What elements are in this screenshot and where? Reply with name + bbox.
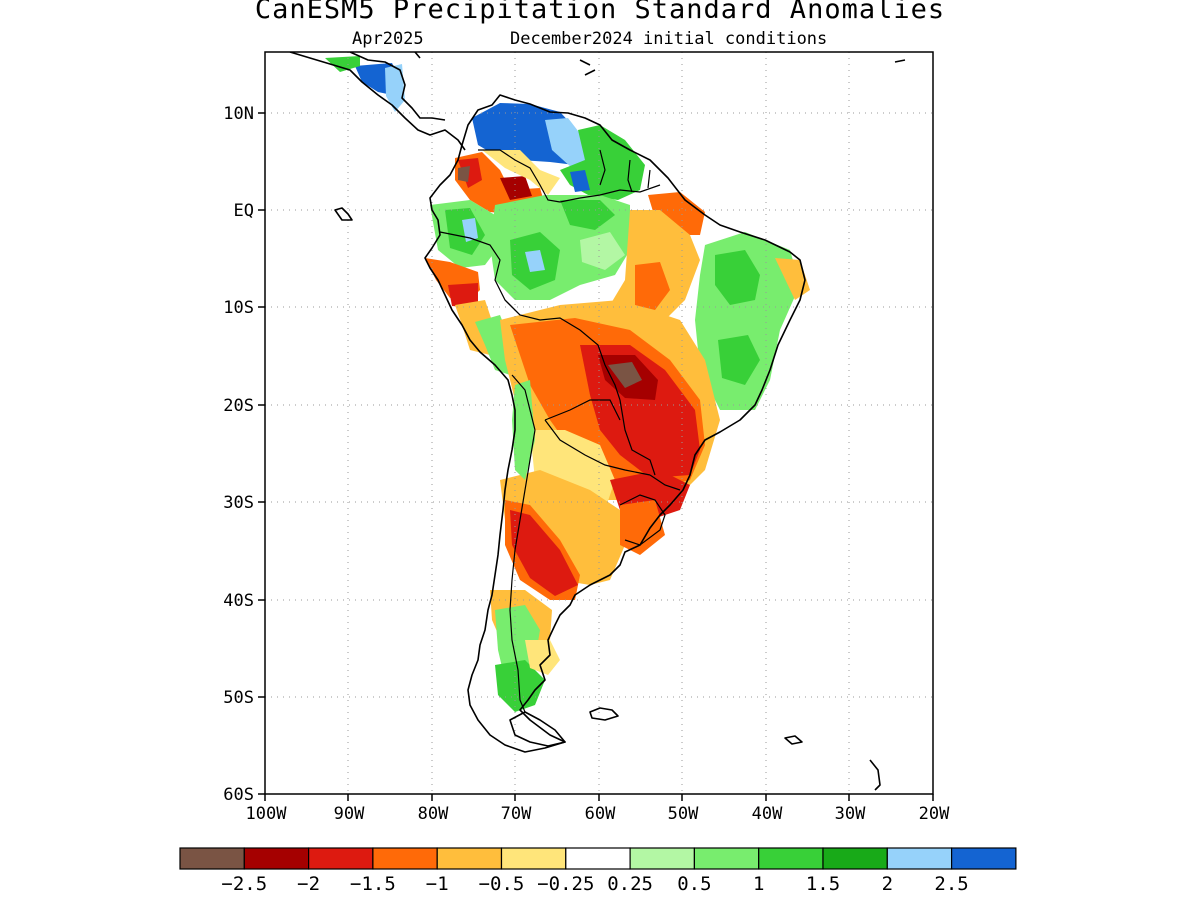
shade-green-central-america <box>325 56 360 72</box>
lon-label-20w: 20W <box>919 804 950 824</box>
colorbar-label-6: 0.25 <box>607 873 653 895</box>
colorbar-label-0: −2.5 <box>221 873 267 895</box>
border-paraguay-argentina <box>544 419 651 476</box>
shade-orange-argentina <box>500 470 625 585</box>
shade-red-peru-coast <box>448 283 478 308</box>
forecast-month: Apr2025 <box>352 29 424 49</box>
colorbar-label-8: 1 <box>753 873 764 895</box>
lon-label-30w: 30W <box>835 804 866 824</box>
coastline-atlantic-islands <box>869 59 906 791</box>
colorbar-swatch-8 <box>693 847 760 870</box>
colorbar-swatch-5 <box>500 847 567 870</box>
longitude-labels: 100W 90W 80W 70W 60W 50W 40W 30W 20W <box>246 804 951 824</box>
lon-label-90w: 90W <box>334 804 365 824</box>
tick-marks <box>258 112 934 801</box>
colorbar-label-4: −0.5 <box>479 873 525 895</box>
anomaly-shading <box>325 56 810 712</box>
border-paraguay-brazil <box>619 399 656 476</box>
colorbar-label-3: −1 <box>426 873 449 895</box>
colorbar-swatch-4 <box>436 847 503 870</box>
lat-label-20s: 20S <box>223 396 254 416</box>
colorbar-label-10: 2 <box>882 873 893 895</box>
shade-lightblue-ecuador <box>462 218 478 242</box>
map-title: CanESM5 Precipitation Standard Anomalies <box>254 0 946 25</box>
coastline-central-america <box>289 52 466 151</box>
shade-brown-colombia <box>458 166 470 182</box>
lat-label-30s: 30S <box>223 493 254 513</box>
border-peru-brazil-bolivia <box>504 299 621 401</box>
colorbar-label-2: −1.5 <box>350 873 396 895</box>
coastline-south-america <box>424 94 806 753</box>
coastline-south-georgia <box>784 735 803 745</box>
shade-yellow-south-patagonia <box>525 640 560 675</box>
coastline-caribbean-islands <box>414 52 596 76</box>
lon-label-60w: 60W <box>585 804 616 824</box>
colorbar-label-7: 0.5 <box>677 873 711 895</box>
shade-darkred-colombia <box>500 176 532 200</box>
border-venezuela-brazil <box>559 184 661 203</box>
colorbar-swatch-7 <box>629 847 695 870</box>
colorbar-labels: −2.5 −2 −1.5 −1 −0.5 −0.25 0.25 0.5 1 1.5 2 2.5 <box>221 873 968 895</box>
lat-label-40s: 40S <box>223 591 254 611</box>
colorbar <box>179 847 1017 870</box>
coastline-tierra-del-fuego <box>509 711 566 747</box>
shade-orange-central-brazil <box>635 262 670 310</box>
shade-lightblue-amazon <box>525 250 545 272</box>
latitude-labels: 10N EQ 10S 20S 30S 40S 50S 60S <box>223 104 254 805</box>
colorbar-swatch-2 <box>308 847 374 870</box>
shade-darkred-chile <box>510 510 578 596</box>
lon-label-70w: 70W <box>501 804 532 824</box>
border-guianas <box>599 149 651 193</box>
colorbar-label-11: 2.5 <box>934 873 968 895</box>
colorbar-swatch-3 <box>372 847 438 870</box>
shade-orange-uruguay <box>620 500 665 555</box>
coastline-galapagos <box>334 207 353 221</box>
shade-lightgreen-amazon <box>580 232 625 270</box>
coastline-falklands <box>589 707 619 721</box>
shade-darkgreen-ne-brazil <box>715 250 760 305</box>
border-argentina-chile <box>509 429 536 713</box>
initial-conditions-label: December2024 initial conditions <box>510 29 828 49</box>
shade-darkgreen-ne-brazil-south <box>718 335 760 385</box>
border-uruguay <box>619 494 666 546</box>
country-borders <box>439 149 681 713</box>
shade-lightblue-venezuela <box>545 118 590 168</box>
lat-label-10n: 10N <box>223 104 254 124</box>
shade-darkgreen-amazon-north <box>560 200 615 230</box>
colorbar-swatch-10 <box>822 847 888 870</box>
colorbar-label-1: −2 <box>297 873 320 895</box>
border-colombia-venezuela <box>478 149 561 203</box>
colorbar-label-9: 1.5 <box>806 873 840 895</box>
shade-lightblue-central-america <box>385 64 405 112</box>
colorbar-swatch-1 <box>243 847 310 870</box>
shade-brown-central <box>608 362 642 388</box>
coastline-central-america-north <box>349 52 446 121</box>
lat-label-10s: 10S <box>223 298 254 318</box>
lon-label-50w: 50W <box>668 804 699 824</box>
colorbar-swatch-6 <box>565 847 631 870</box>
shade-red-colombia <box>458 158 482 188</box>
lon-label-40w: 40W <box>752 804 783 824</box>
colorbar-swatch-12 <box>950 847 1017 870</box>
colorbar-swatch-0 <box>179 847 245 870</box>
lat-label-60s: 60S <box>223 785 254 805</box>
shade-darkgreen-patagonia <box>495 660 545 712</box>
colorbar-swatch-9 <box>758 847 824 870</box>
lon-label-80w: 80W <box>418 804 449 824</box>
shade-yellow-colombia <box>482 150 560 195</box>
border-chile-bolivia <box>511 374 536 431</box>
border-brazil-uruguay <box>649 474 681 491</box>
shade-yellow-ne-coast <box>775 258 810 300</box>
coastlines <box>289 52 906 791</box>
gridlines <box>265 52 933 794</box>
lat-label-50s: 50S <box>223 688 254 708</box>
lat-label-eq: EQ <box>234 201 254 221</box>
colorbar-label-5: −0.25 <box>537 873 594 895</box>
colorbar-swatch-11 <box>886 847 953 870</box>
lon-label-100w: 100W <box>246 804 288 824</box>
border-bolivia-paraguay <box>544 399 621 421</box>
shade-blue-guiana-spot <box>570 170 590 192</box>
